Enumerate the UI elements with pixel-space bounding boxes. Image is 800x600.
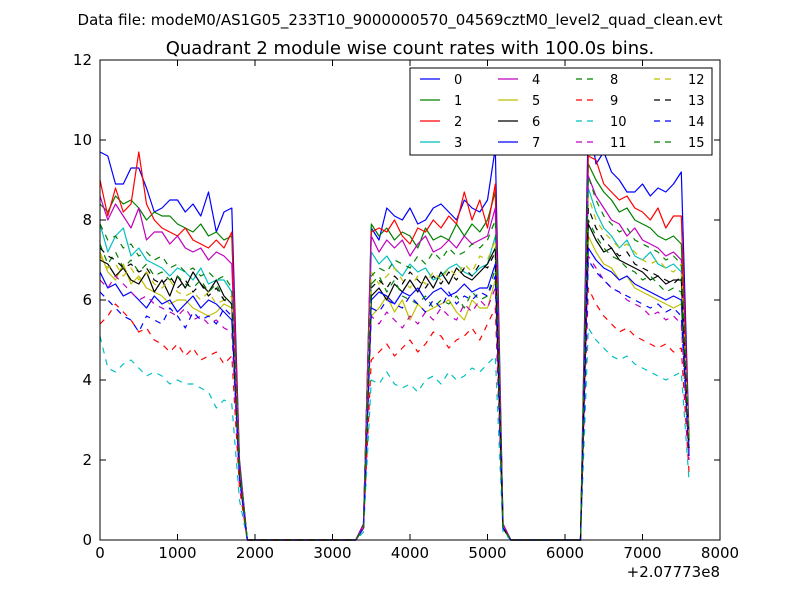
y-tick-label: 2 [82,451,92,469]
y-tick-label: 12 [73,51,92,69]
legend-label-2: 2 [454,115,462,130]
data-file-label: Data file: modeM0/AS1G05_233T10_90000005… [78,11,723,30]
series-6-line [99,223,690,541]
series-4-line [99,175,690,541]
y-tick-label: 8 [82,211,92,229]
y-tick-label: 6 [82,291,92,309]
x-tick-label: 4000 [391,544,429,562]
x-tick-label: 8000 [701,544,739,562]
plot-series [99,115,690,541]
x-tick-label: 1000 [158,544,196,562]
legend-frame [409,67,713,156]
legend-label-10: 10 [610,115,627,130]
series-7-line [99,247,690,541]
series-9-line [99,287,690,541]
y-tick-label: 10 [73,131,92,149]
y-tick-label: 4 [82,371,92,389]
series-12-line [99,195,690,541]
series-2-line [99,151,690,541]
x-tick-label: 0 [95,544,105,562]
chart-title: Quadrant 2 module wise count rates with … [166,38,655,59]
series-11-line [99,255,690,541]
legend-label-12: 12 [688,73,705,88]
series-5-line [99,235,690,541]
legend-label-8: 8 [610,73,618,88]
legend-label-9: 9 [610,94,618,109]
legend-label-14: 14 [688,115,705,130]
legend-label-4: 4 [532,73,540,88]
series-0-line [99,115,690,541]
legend-label-6: 6 [532,115,540,130]
series-13-line [99,207,690,541]
legend-label-0: 0 [454,73,462,88]
series-3-line [99,187,690,541]
series-1-line [99,163,690,541]
legend-label-11: 11 [610,136,627,151]
series-8-line [99,219,690,541]
legend-label-7: 7 [532,136,540,151]
y-tick-label: 0 [82,531,92,549]
legend-label-1: 1 [454,94,462,109]
legend-label-13: 13 [688,94,705,109]
x-tick-label: 2000 [236,544,274,562]
x-tick-label: 3000 [313,544,351,562]
series-14-line [99,259,690,541]
x-tick-label: 5000 [468,544,506,562]
legend-label-3: 3 [454,136,462,151]
legend-label-15: 15 [688,136,705,151]
x-tick-label: 6000 [546,544,584,562]
series-15-line [99,175,690,541]
legend-label-5: 5 [532,94,540,109]
axis-ticks: 0 1000 2000 3000 4000 5000 6000 7000 80000246810… [73,51,739,562]
series-10-line [99,327,690,541]
x-tick-label: 7000 [623,544,661,562]
x-offset-label: +2.07773e8 [627,563,720,581]
